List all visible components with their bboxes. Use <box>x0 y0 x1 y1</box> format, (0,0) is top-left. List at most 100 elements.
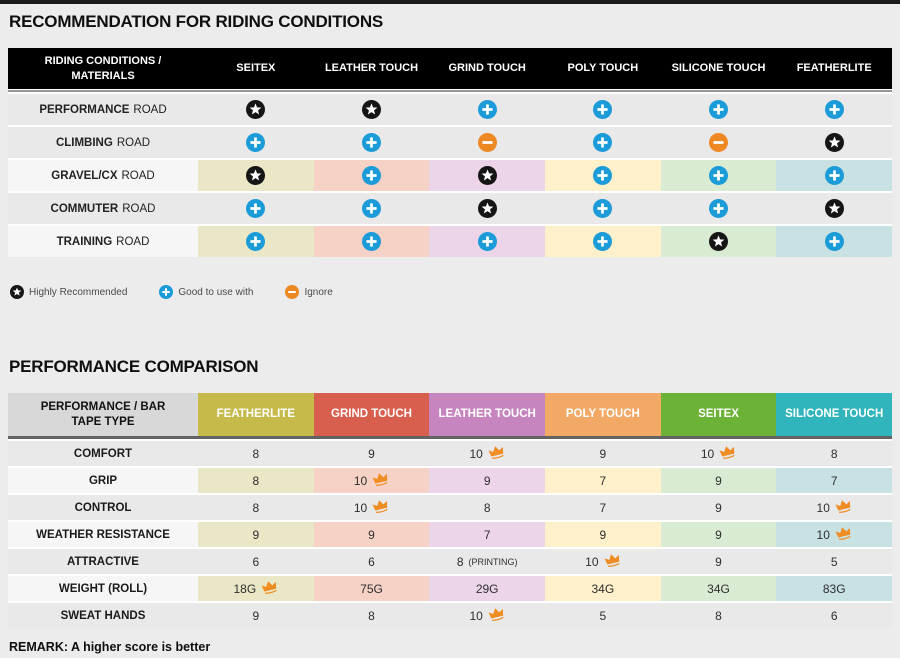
score-value: 6 <box>368 554 375 569</box>
rating-cell <box>776 226 893 257</box>
plus-icon <box>362 232 381 251</box>
row-label: COMFORT <box>73 447 133 460</box>
score-value: 10 <box>469 608 483 623</box>
crown-icon <box>371 497 391 515</box>
plus-icon <box>159 285 174 299</box>
score-cell: 9 <box>545 522 661 547</box>
rating-cell <box>198 193 314 224</box>
row-label: GRIP <box>88 474 118 487</box>
score-cell: 7 <box>545 495 661 520</box>
score-value: 9 <box>252 608 260 623</box>
plus-icon <box>477 100 497 119</box>
riding-conditions-table: RIDING CONDITIONS / MATERIALS SEITEX LEAT… <box>8 48 893 257</box>
crown-icon <box>260 578 280 596</box>
rating-cell <box>545 94 661 125</box>
row-label: TRAINING ROAD <box>56 235 150 248</box>
rating-cell <box>661 94 777 125</box>
performance-comparison-title: PERFORMANCE COMPARISON <box>9 357 259 376</box>
rating-cell <box>545 160 661 191</box>
score-cell: 75G <box>313 576 430 601</box>
score-cell: 10 <box>776 522 893 547</box>
star-icon <box>824 199 844 218</box>
score-value: 9 <box>599 527 607 542</box>
score-cell: 7 <box>776 468 893 493</box>
riding-row: TRAINING ROAD <box>8 226 893 257</box>
star-icon <box>709 232 729 251</box>
minus-icon <box>285 285 300 299</box>
row-label: WEATHER RESISTANCE <box>36 528 170 541</box>
score-cell: 8 <box>198 495 314 520</box>
score-value: 7 <box>483 527 491 542</box>
crown-icon <box>486 605 506 623</box>
score-value: 9 <box>368 527 375 542</box>
plus-icon <box>593 199 613 218</box>
column-header: FEATHERLITE <box>198 393 314 436</box>
score-cell: 9 <box>661 495 777 520</box>
plus-icon <box>593 232 613 251</box>
score-cell: 8 <box>776 441 892 466</box>
star-icon <box>362 100 381 119</box>
score-cell: 8 <box>661 603 777 628</box>
rating-legend: Highly Recommended Good to use with Ignore <box>10 285 900 299</box>
star-icon <box>10 285 24 299</box>
score-cell: 9 <box>198 522 314 547</box>
score-value: 8 <box>368 608 375 623</box>
plus-icon <box>824 232 844 251</box>
riding-conditions-title: RECOMMENDATION FOR RIDING CONDITIONS <box>9 12 384 31</box>
legend-item: Good to use with <box>159 285 253 299</box>
column-header: GRIND TOUCH <box>448 62 526 75</box>
score-value: 9 <box>715 527 722 542</box>
legend-label: Highly Recommended <box>29 286 128 298</box>
rating-cell <box>545 226 661 257</box>
score-value: 34G <box>591 581 615 596</box>
star-icon <box>477 199 497 218</box>
rating-cell <box>198 160 314 191</box>
riding-table-header: RIDING CONDITIONS / MATERIALS SEITEX LEAT… <box>8 48 892 89</box>
performance-row: ATTRACTIVE 6 6 8 (PRINTING) 10 9 5 <box>8 549 892 574</box>
performance-table-header: PERFORMANCE / BAR TAPE TYPE FEATHERLITE G… <box>8 393 893 436</box>
score-cell: 9 <box>661 549 777 574</box>
score-cell: 6 <box>198 549 314 574</box>
crown-icon <box>371 470 391 488</box>
plus-icon <box>709 199 729 218</box>
score-cell: 10 <box>661 441 777 466</box>
column-header: LEATHER TOUCH <box>324 62 419 75</box>
score-value: 9 <box>715 500 722 515</box>
rating-cell <box>660 226 777 257</box>
star-icon <box>477 166 497 185</box>
plus-icon <box>362 199 381 218</box>
score-value: 7 <box>599 500 607 515</box>
plus-icon <box>824 166 844 185</box>
star-icon <box>246 166 266 185</box>
performance-row: CONTROL 8 10 8 7 9 10 <box>8 495 892 520</box>
score-cell: 29G <box>429 576 546 601</box>
score-value: 6 <box>830 608 838 623</box>
header-divider <box>8 436 892 439</box>
score-value: 83G <box>822 581 846 596</box>
riding-header-label: RIDING CONDITIONS / MATERIALS <box>44 55 162 82</box>
legend-item: Ignore <box>285 285 333 299</box>
score-cell: 5 <box>545 603 661 628</box>
score-value: 29G <box>475 581 499 596</box>
riding-header-columns: SEITEX LEATHER TOUCH GRIND TOUCH POLY TOUCH… <box>198 48 892 89</box>
remark-note: REMARK: A higher score is better <box>9 640 211 654</box>
row-label: PERFORMANCE ROAD <box>39 103 167 116</box>
performance-table: PERFORMANCE / BAR TAPE TYPE FEATHERLITE G… <box>8 393 893 628</box>
rating-cell <box>313 226 430 257</box>
score-value: 5 <box>830 554 838 569</box>
row-label: ATTRACTIVE <box>67 555 139 568</box>
star-icon <box>824 133 844 152</box>
score-cell: 10 <box>429 441 545 466</box>
score-value: 8 <box>252 473 260 488</box>
score-cell: 9 <box>429 468 546 493</box>
score-value: 9 <box>599 446 607 461</box>
score-value: 9 <box>252 527 260 542</box>
legend-label: Ignore <box>304 286 333 298</box>
score-value: 10 <box>353 500 368 515</box>
crown-icon <box>833 524 853 542</box>
score-value: 8 <box>715 608 722 623</box>
score-value: 10 <box>700 446 715 461</box>
score-value: 10 <box>585 554 599 569</box>
rating-cell <box>429 127 545 158</box>
plus-icon <box>593 133 613 152</box>
